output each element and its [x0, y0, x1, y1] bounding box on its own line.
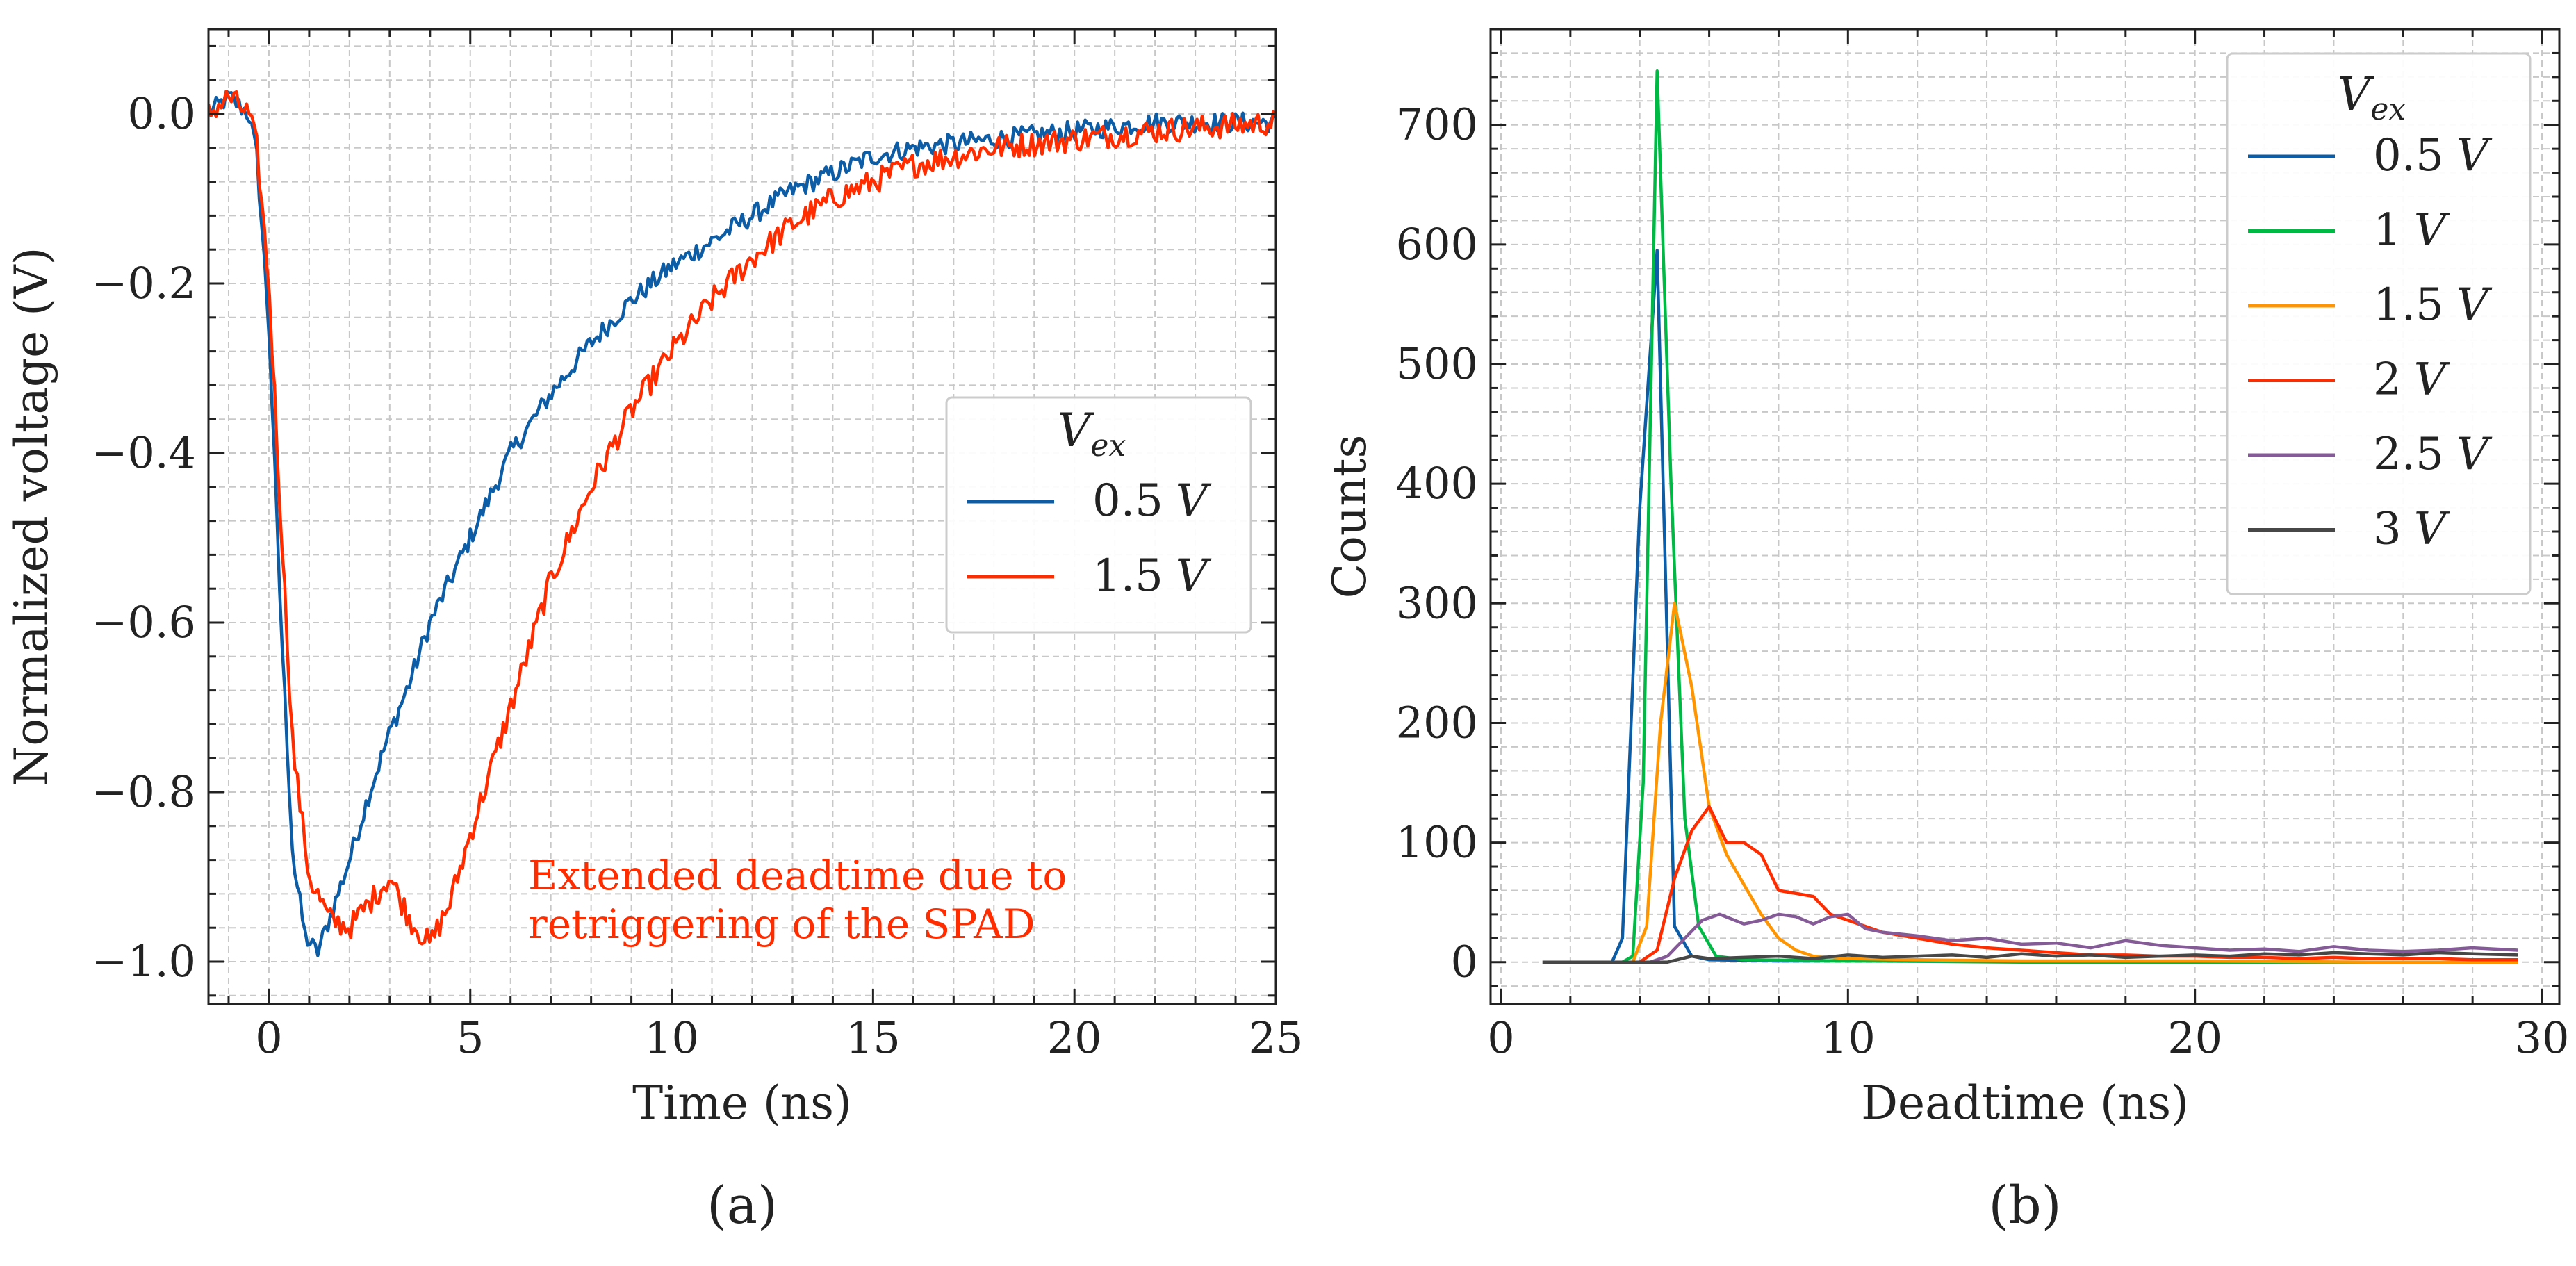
x-tick-label: 10 — [644, 1012, 699, 1063]
axes-frame — [207, 28, 1277, 1005]
legend-title-main: V — [1058, 404, 1095, 457]
y-tick-label: −0.8 — [91, 766, 196, 817]
tick-marks — [208, 29, 1277, 1004]
legend-entry-unit: V — [1176, 550, 1212, 602]
y-tick-label: 700 — [1396, 99, 1478, 150]
x-tick-label: 20 — [1047, 1012, 1102, 1063]
legend-entry-value: 0.5 — [1092, 475, 1163, 527]
legend-title-sub: ex — [2370, 92, 2406, 127]
legend-box — [2226, 52, 2532, 595]
panel-label: (b) — [1988, 1176, 2061, 1235]
y-axis-label: Normalized voltage (V) — [5, 247, 58, 787]
y-tick-label: −1.0 — [91, 936, 196, 987]
panel-a-chart: 0 5 10 15 20 25 0.0 −0.2 −0.4 −0.6 −0.8 −1.0 Time (n… — [5, 28, 1304, 1235]
x-tick-label: 25 — [1249, 1012, 1304, 1063]
y-tick-label: 200 — [1396, 697, 1478, 748]
legend-title: Vex — [2338, 67, 2406, 127]
series-line-2v — [1542, 805, 2518, 964]
x-tick-label: 5 — [457, 1012, 484, 1063]
y-tick-label: −0.6 — [91, 597, 196, 648]
annotation-text: Extended deadtime due to — [528, 852, 1067, 899]
y-tick-label: −0.2 — [91, 258, 196, 309]
x-tick-label: 20 — [2167, 1012, 2222, 1063]
panel-label: (a) — [707, 1176, 778, 1235]
legend-entry-unit: V — [2414, 504, 2450, 555]
x-tick-label: 10 — [1821, 1012, 1876, 1063]
y-tick-label: −0.4 — [91, 427, 196, 478]
legend-entry: 0.5 V — [2373, 130, 2493, 181]
tick-marks — [1491, 28, 2559, 1004]
legend-entry-value: 1.5 — [1092, 550, 1163, 602]
legend-entry-unit: V — [2414, 205, 2450, 256]
y-tick-label: 0 — [1451, 937, 1478, 987]
legend-entry-unit: V — [2456, 279, 2493, 331]
x-tick-label: 0 — [1487, 1012, 1514, 1063]
series-line-2_5v — [1542, 912, 2518, 964]
legend-title: Vex — [1058, 404, 1126, 463]
legend-entry-unit: V — [2456, 130, 2493, 181]
series-line-0_5v — [208, 89, 1276, 957]
legend-entry: 1.5 V — [1092, 550, 1212, 602]
legend-entry-unit: V — [2414, 354, 2450, 406]
legend-box — [945, 396, 1252, 634]
legend-title-main: V — [2338, 67, 2375, 121]
y-tick-label: 100 — [1396, 817, 1478, 868]
legend-entry: 2.5 V — [2373, 429, 2493, 480]
legend-title-sub: ex — [1090, 428, 1126, 463]
x-axis-label: Time (ns) — [632, 1076, 852, 1130]
y-tick-label: 300 — [1396, 577, 1478, 628]
annotation-text: retriggering of the SPAD — [528, 901, 1035, 948]
y-axis-label: Counts — [1323, 435, 1377, 599]
y-tick-label: 600 — [1396, 219, 1478, 270]
legend-entry-unit: V — [2456, 429, 2493, 480]
legend-entry-value: 2 — [2373, 354, 2402, 406]
y-tick-label: 500 — [1396, 338, 1478, 389]
x-tick-label: 15 — [846, 1012, 901, 1063]
y-tick-label: 400 — [1396, 458, 1478, 509]
legend-entry-value: 1 — [2373, 205, 2402, 256]
axes-frame — [1489, 28, 2561, 1005]
x-axis-label: Deadtime (ns) — [1861, 1076, 2189, 1130]
series-group — [208, 89, 1276, 957]
x-tick-label: 30 — [2515, 1012, 2570, 1063]
series-line-1_5v — [208, 90, 1276, 946]
legend-entry-unit: V — [1176, 475, 1212, 527]
legend-entry: 0.5 V — [1092, 475, 1212, 527]
legend-entry-value: 2.5 — [2373, 429, 2444, 480]
y-tick-label: 0.0 — [127, 88, 196, 139]
x-tick-label: 0 — [255, 1012, 282, 1063]
legend-entry-value: 1.5 — [2373, 279, 2444, 331]
series-line-1_5v — [1542, 602, 2518, 964]
legend-entry: 1.5 V — [2373, 279, 2493, 331]
legend-entry-value: 3 — [2373, 504, 2402, 555]
legend-entry-value: 0.5 — [2373, 130, 2444, 181]
series-line-3v — [1542, 951, 2518, 964]
series-group — [1542, 69, 2518, 964]
